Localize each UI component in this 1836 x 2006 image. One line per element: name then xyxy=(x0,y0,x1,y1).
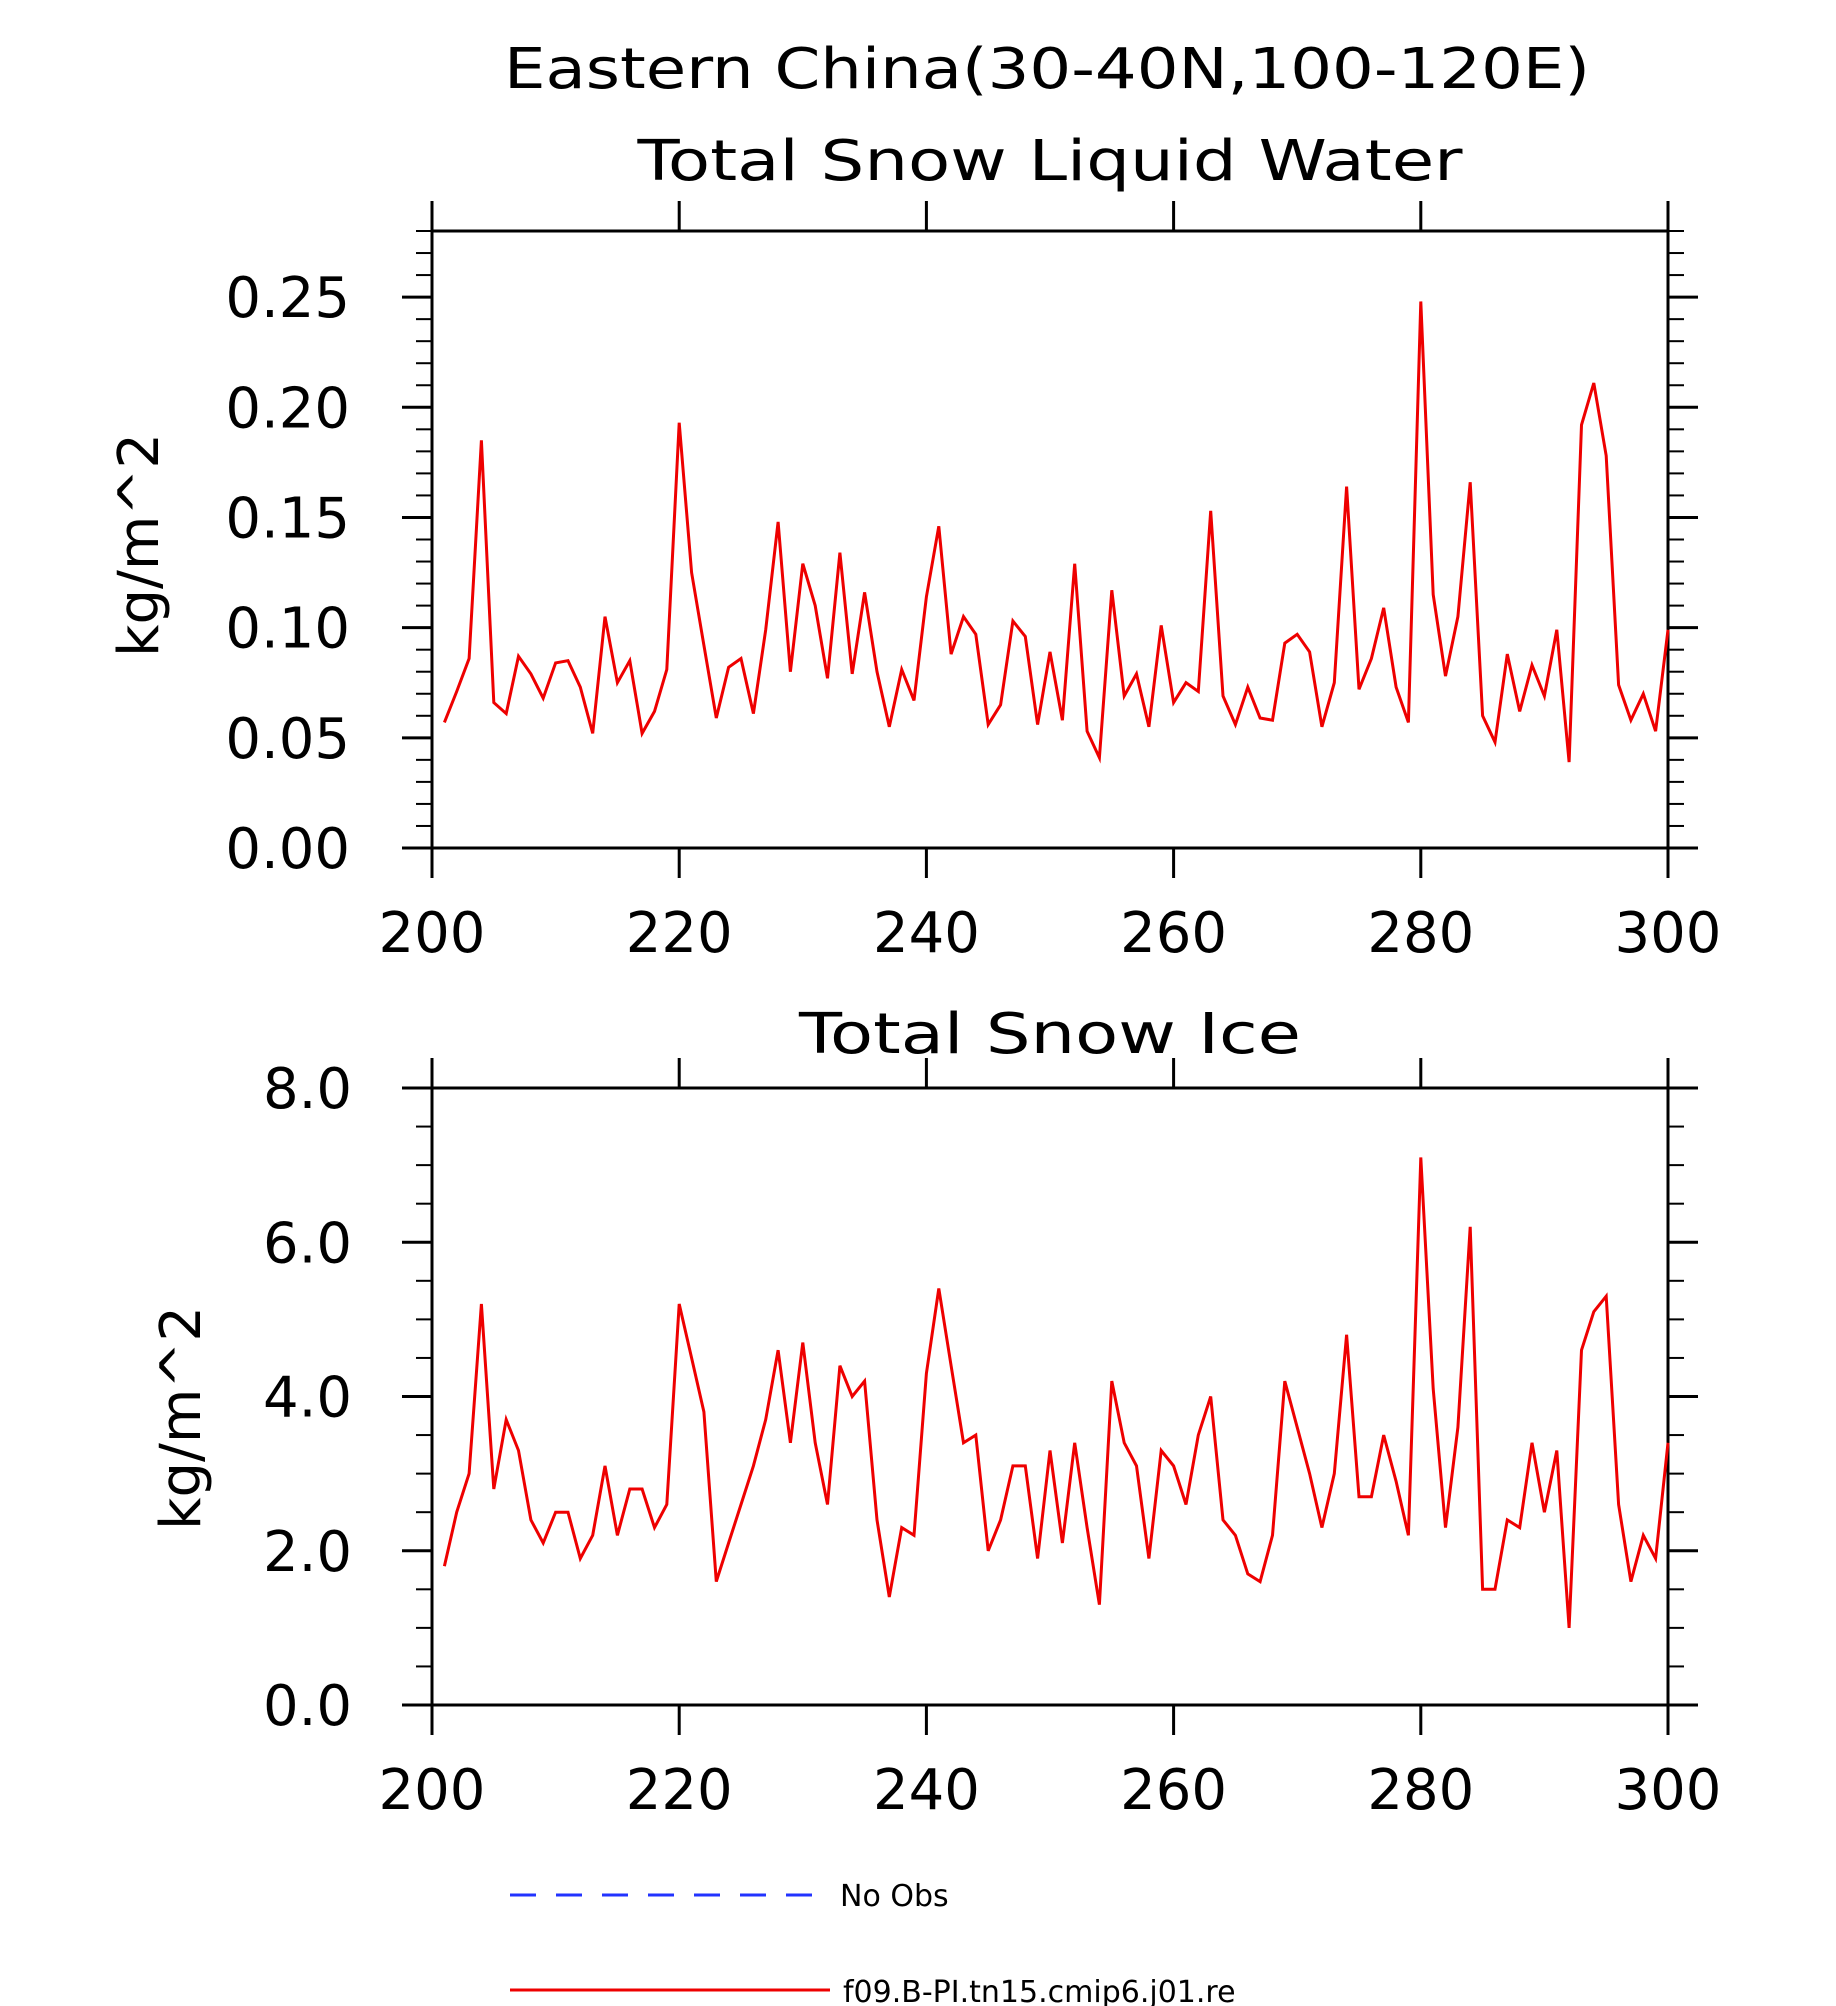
y-tick-label: 6.0 xyxy=(263,1211,352,1276)
x-tick-label: 280 xyxy=(1367,901,1474,966)
x-tick-label: 200 xyxy=(379,1758,486,1823)
panel-top-ylabel: kg/m^2 xyxy=(107,433,172,657)
x-tick-label: 300 xyxy=(1615,901,1722,966)
y-tick-label: 8.0 xyxy=(263,1057,352,1122)
series-line xyxy=(442,1157,1670,1629)
y-tick-label: 0.0 xyxy=(263,1674,352,1739)
y-tick-label: 0.05 xyxy=(225,707,350,772)
panel-bottom-snow-ice: Total Snow Ice kg/m^2 0.0 2.0 4.0 6.0 8.0 200… xyxy=(149,1002,1721,1823)
y-tick-label: 2.0 xyxy=(263,1520,352,1585)
panel-top-snow-liquid-water: Total Snow Liquid Water kg/m^2 0.00 0.05 0… xyxy=(107,129,1721,966)
y-tick-label: 0.15 xyxy=(225,486,350,551)
y-tick-label: 0.10 xyxy=(225,597,350,662)
x-tick-label: 260 xyxy=(1120,901,1227,966)
panel-top-title: Total Snow Liquid Water xyxy=(636,129,1463,194)
legend-no-obs-label: No Obs xyxy=(840,1879,949,1914)
y-tick-label: 0.25 xyxy=(225,266,350,331)
x-tick-label: 200 xyxy=(379,901,486,966)
panel-bottom-ylabel: kg/m^2 xyxy=(149,1306,214,1530)
figure-title: Eastern China(30-40N,100-120E) xyxy=(504,37,1590,102)
plot-frame xyxy=(430,229,1670,850)
x-tick-label: 240 xyxy=(873,901,980,966)
y-tick-label: 0.20 xyxy=(225,376,350,441)
legend-model-label: f09.B-PI.tn15.cmip6.j01.re xyxy=(843,1975,1236,2006)
plot-frame xyxy=(430,1086,1670,1707)
x-tick-label: 240 xyxy=(873,1758,980,1823)
y-tick-label: 4.0 xyxy=(263,1366,352,1431)
x-tick-label: 280 xyxy=(1367,1758,1474,1823)
x-tick-label: 220 xyxy=(626,901,733,966)
x-tick-label: 300 xyxy=(1615,1758,1722,1823)
legend: No Obs f09.B-PI.tn15.cmip6.j01.re xyxy=(510,1879,1236,2006)
x-tick-label: 260 xyxy=(1120,1758,1227,1823)
y-tick-label: 0.00 xyxy=(225,817,350,882)
panel-bottom-title: Total Snow Ice xyxy=(798,1002,1301,1067)
x-tick-label: 220 xyxy=(626,1758,733,1823)
series-line xyxy=(443,301,1670,764)
